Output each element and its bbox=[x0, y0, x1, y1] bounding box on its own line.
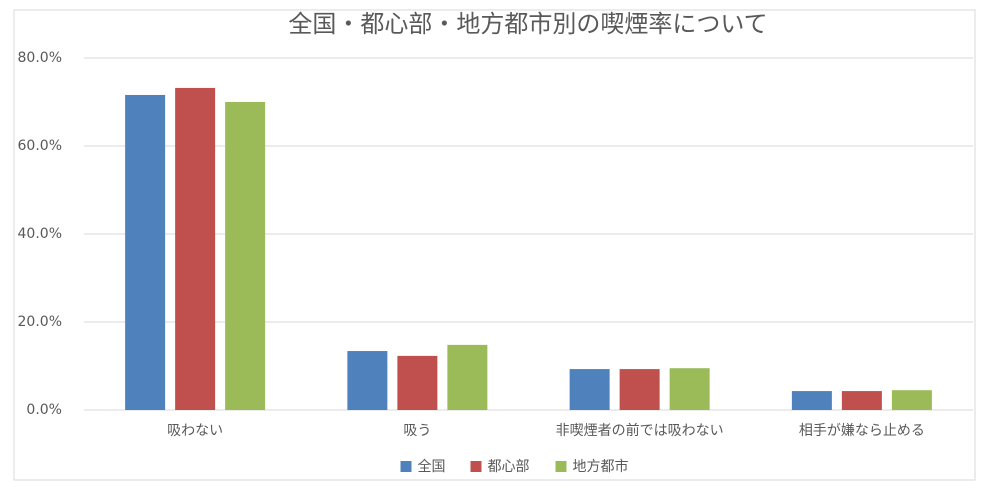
y-tick-label: 60.0% bbox=[18, 138, 62, 154]
y-tick-label: 20.0% bbox=[18, 314, 62, 330]
bar bbox=[669, 368, 710, 410]
legend-label: 全国 bbox=[418, 458, 446, 475]
legend-swatch bbox=[470, 461, 482, 472]
bar bbox=[791, 391, 832, 410]
bar bbox=[225, 102, 266, 410]
y-tick-label: 80.0% bbox=[18, 50, 62, 66]
bar bbox=[125, 94, 166, 411]
bar bbox=[397, 355, 438, 410]
bar bbox=[447, 344, 488, 410]
bar bbox=[619, 369, 660, 410]
legend-swatch bbox=[400, 461, 412, 472]
bar bbox=[347, 351, 388, 410]
x-tick-label: 非喫煙者の前では吸わない bbox=[556, 422, 724, 439]
y-tick-label: 40.0% bbox=[18, 226, 62, 242]
bar bbox=[841, 391, 882, 410]
x-tick-label: 吸う bbox=[403, 423, 431, 439]
bar bbox=[175, 87, 216, 411]
x-tick-label: 相手が嫌なら止める bbox=[799, 423, 925, 439]
bar bbox=[891, 390, 932, 410]
legend-swatch bbox=[555, 461, 567, 472]
legend-label: 地方都市 bbox=[573, 458, 629, 475]
chart-title: 全国・都心部・地方都市別の喫煙率について bbox=[288, 10, 767, 38]
x-tick-label: 吸わない bbox=[167, 423, 223, 439]
bar bbox=[569, 369, 610, 410]
legend-label: 都心部 bbox=[488, 459, 530, 475]
y-tick-label: 0.0% bbox=[26, 402, 62, 418]
